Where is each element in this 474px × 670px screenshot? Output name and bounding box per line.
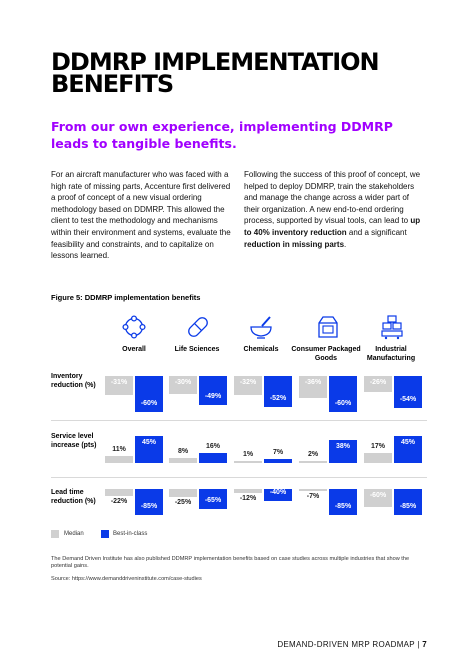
data-label: -7% <box>306 493 320 501</box>
left-column-text: For an aircraft manufacturer who was fac… <box>51 170 231 261</box>
data-label: -85% <box>399 502 417 510</box>
data-label: -12% <box>239 494 257 502</box>
chart-bar <box>364 452 392 463</box>
data-label: -40% <box>269 489 287 496</box>
row-separator <box>51 477 427 478</box>
data-label: -54% <box>399 396 417 404</box>
data-label: 8% <box>177 448 189 456</box>
chart-bar <box>264 376 292 408</box>
chart-bar <box>199 489 227 509</box>
chart-bar <box>364 376 392 392</box>
source-note: Source: https://www.demanddriveninstitut… <box>51 576 202 582</box>
data-label: -30% <box>174 379 192 386</box>
data-label: 45% <box>400 439 415 446</box>
data-label: 45% <box>141 439 156 446</box>
category-industrial-manufacturing: Industrial Manufacturing <box>366 346 416 362</box>
category-overall: Overall <box>122 346 146 353</box>
legend-label-best: Best-in-class <box>113 531 148 537</box>
data-label: -32% <box>239 379 257 386</box>
right-text-part2: and a significant <box>346 227 407 237</box>
chart-bar <box>169 489 197 497</box>
chart-bar <box>234 489 262 493</box>
chart-bar <box>105 456 133 463</box>
chart-bar <box>234 376 262 396</box>
data-label: -36% <box>304 379 322 386</box>
chart-bar <box>329 489 357 515</box>
chart-bar <box>329 376 357 412</box>
row-label-inventory: Inventory reduction (%) <box>51 373 96 389</box>
data-label: 7% <box>272 448 284 456</box>
data-label: 2% <box>307 451 319 458</box>
data-label: -60% <box>334 400 352 407</box>
footnote: The Demand Driven Institute has also pub… <box>51 556 410 570</box>
chart-bar <box>264 489 292 501</box>
data-label: 17% <box>370 442 385 450</box>
category-life-sciences: Life Sciences <box>174 346 220 353</box>
chart-bar <box>169 376 197 394</box>
data-label: -52% <box>269 395 287 403</box>
chart-bar <box>299 489 327 492</box>
row-label-service-level: Service level increase (pts) <box>51 433 97 449</box>
right-text-part1: Following the success of this proof of c… <box>244 170 421 226</box>
row-separator <box>51 420 427 421</box>
chart-bar <box>264 458 292 463</box>
pill-icon <box>188 317 208 337</box>
data-label: -85% <box>140 502 158 510</box>
legend-label-median: Median <box>64 531 84 537</box>
category-chemicals: Chemicals <box>243 346 279 353</box>
data-label: 16% <box>205 443 220 451</box>
chart-bar <box>364 489 392 507</box>
legend-swatch-median <box>51 530 59 538</box>
data-label: 1% <box>242 451 254 458</box>
chart-bar <box>105 376 133 395</box>
right-column-text: Following the success of this proof of c… <box>244 169 426 250</box>
page-number: 7 <box>422 640 427 649</box>
row-label-lead-time: Lead time reduction (%) <box>51 489 96 505</box>
network-icon <box>122 315 146 339</box>
chart-bar <box>199 376 227 406</box>
data-label: -85% <box>334 502 352 510</box>
chart-bar <box>135 376 163 412</box>
chart-bar <box>135 489 163 515</box>
chart-bar <box>299 461 327 463</box>
footer-separator: | <box>417 640 420 649</box>
data-label: -60% <box>369 492 387 499</box>
chart-bar <box>199 453 227 463</box>
page-title: DDMRP IMPLEMENTATION BENEFITS <box>51 48 380 98</box>
chart-bar <box>394 376 422 409</box>
right-text-bold2: reduction in missing parts <box>244 239 345 249</box>
right-text-part3: . <box>344 239 347 249</box>
page-subtitle: From our own experience, implementing DD… <box>51 119 393 151</box>
chart-bar <box>169 458 197 463</box>
chart-bar <box>329 440 357 463</box>
data-label: -22% <box>110 497 128 505</box>
data-label: -49% <box>204 393 222 401</box>
data-label: -65% <box>204 496 222 504</box>
chart-bar <box>135 436 163 463</box>
category-consumer-packaged-goods: Consumer Packaged Goods <box>291 346 361 362</box>
data-label: -60% <box>140 400 158 407</box>
chart-bar <box>394 436 422 463</box>
data-label: -25% <box>174 498 192 506</box>
chart-bar <box>105 489 133 496</box>
package-icon <box>318 316 338 338</box>
page-footer: DEMAND-DRIVEN MRP ROADMAP | 7 <box>277 640 427 649</box>
data-label: 38% <box>335 443 350 451</box>
data-label: -26% <box>369 379 387 386</box>
chart-bar <box>394 489 422 515</box>
right-text-bold1: up to 40% inventory reduction <box>244 216 421 237</box>
chart-bar <box>234 461 262 463</box>
legend-swatch-best <box>101 530 109 538</box>
chart-bar <box>299 376 327 398</box>
factory-boxes-icon <box>381 315 403 340</box>
figure-title: Figure 5: DDMRP implementation benefits <box>51 293 201 302</box>
data-label: 11% <box>112 446 126 454</box>
data-label: -31% <box>110 379 128 386</box>
footer-label: DEMAND-DRIVEN MRP ROADMAP <box>277 640 415 649</box>
mortar-pestle-icon <box>250 316 272 339</box>
